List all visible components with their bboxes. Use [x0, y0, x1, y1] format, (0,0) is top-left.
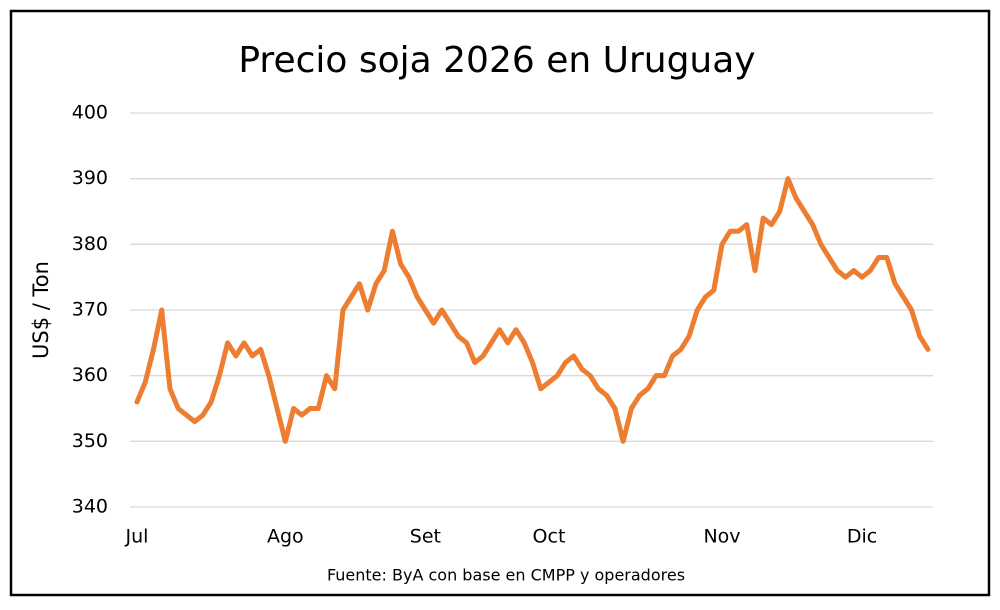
x-tick-label: Set — [410, 526, 441, 548]
line-series — [134, 176, 931, 444]
x-tick-label: Dic — [847, 526, 877, 548]
y-tick-label: 400 — [72, 102, 108, 124]
chart-title: Precio soja 2026 en Uruguay — [238, 40, 755, 81]
y-axis-label: US$ / Ton — [29, 261, 53, 359]
y-tick-label: 370 — [72, 299, 108, 321]
y-tick-label: 380 — [72, 233, 108, 255]
y-tick-label: 350 — [72, 430, 108, 452]
x-tick-label: Jul — [125, 526, 149, 548]
x-tick-label: Nov — [703, 526, 740, 548]
y-tick-label: 360 — [72, 364, 108, 386]
y-tick-label: 340 — [72, 496, 108, 518]
x-tick-label: Oct — [533, 526, 566, 548]
x-tick-label: Ago — [267, 526, 304, 548]
source-note: Fuente: ByA con base en CMPP y operadore… — [327, 566, 685, 585]
y-tick-label: 390 — [72, 167, 108, 189]
chart-frame — [9, 9, 991, 597]
